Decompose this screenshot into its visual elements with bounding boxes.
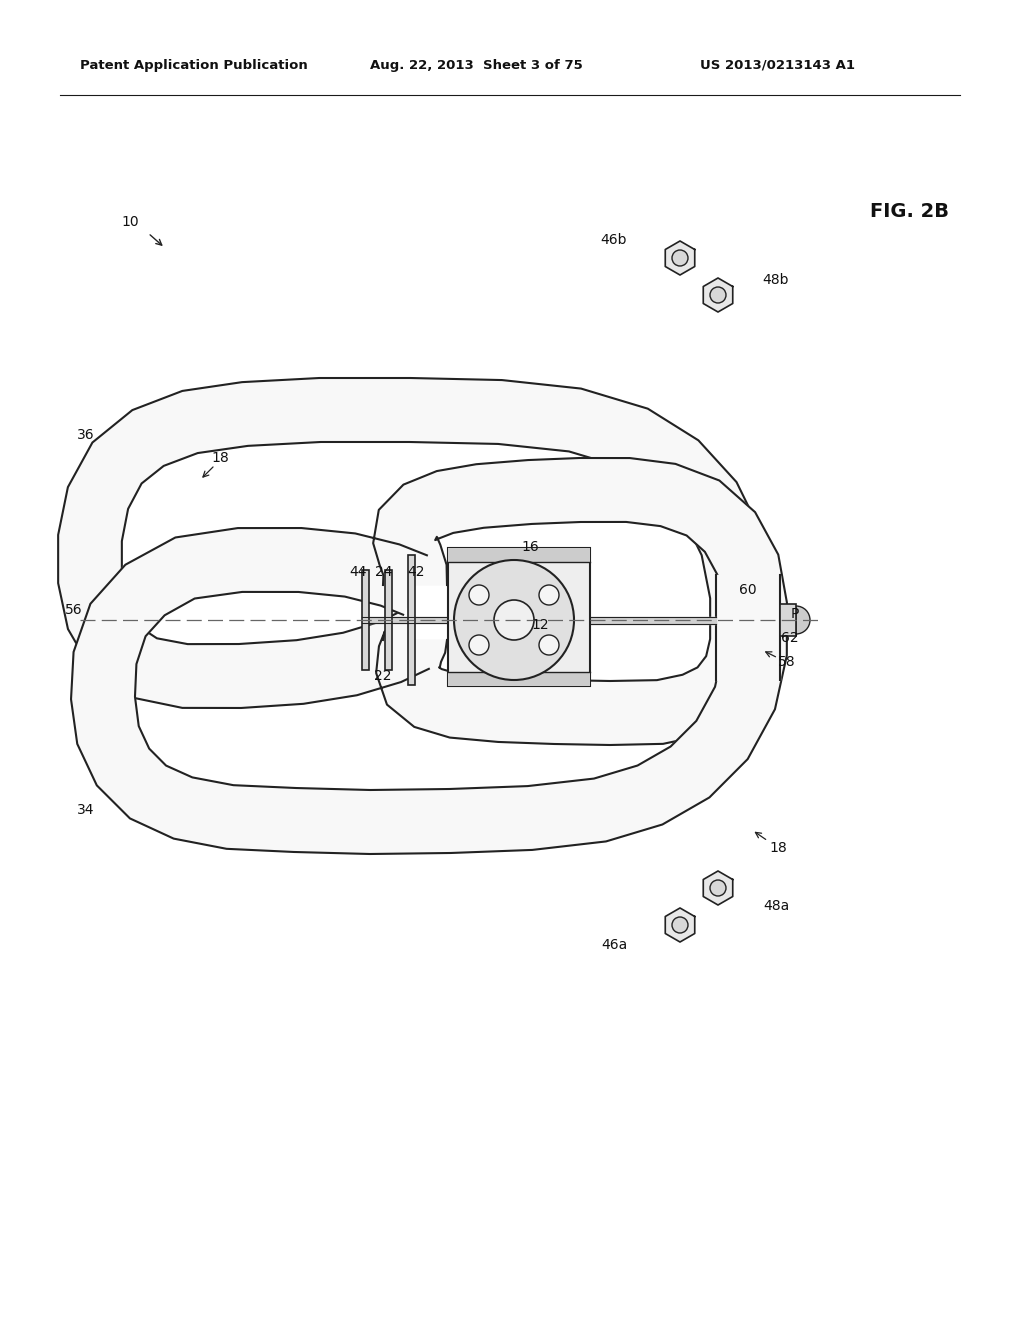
Text: 22: 22 [374, 669, 392, 682]
Circle shape [672, 249, 688, 267]
Circle shape [494, 601, 534, 640]
Circle shape [539, 585, 559, 605]
Text: 36: 36 [77, 428, 95, 442]
Bar [449, 548, 590, 686]
Bar [408, 554, 415, 685]
Text: P: P [791, 607, 799, 620]
Polygon shape [666, 242, 694, 275]
Bar [780, 605, 796, 636]
Text: 10: 10 [121, 215, 139, 228]
Polygon shape [590, 616, 716, 623]
Circle shape [539, 635, 559, 655]
Text: 46b: 46b [601, 234, 628, 247]
Bar [385, 570, 392, 671]
Text: 58: 58 [778, 655, 796, 669]
Polygon shape [666, 908, 694, 942]
Text: 18: 18 [211, 451, 229, 465]
Circle shape [454, 560, 574, 680]
Text: 12: 12 [531, 618, 549, 632]
Text: 56: 56 [66, 603, 83, 616]
Text: 18: 18 [769, 841, 786, 855]
Text: Aug. 22, 2013  Sheet 3 of 75: Aug. 22, 2013 Sheet 3 of 75 [370, 58, 583, 71]
Text: 34: 34 [77, 803, 95, 817]
Text: Patent Application Publication: Patent Application Publication [80, 58, 308, 71]
Polygon shape [71, 458, 786, 854]
Circle shape [710, 286, 726, 304]
Text: 46a: 46a [601, 939, 627, 952]
Polygon shape [362, 616, 449, 623]
Circle shape [710, 880, 726, 896]
Circle shape [469, 635, 489, 655]
Text: FIG. 2B: FIG. 2B [870, 202, 949, 220]
Circle shape [469, 585, 489, 605]
Text: 60: 60 [739, 583, 757, 597]
Text: 16: 16 [521, 540, 539, 554]
Text: 48b: 48b [763, 273, 790, 286]
Text: 48a: 48a [763, 899, 790, 913]
Text: US 2013/0213143 A1: US 2013/0213143 A1 [700, 58, 855, 71]
Polygon shape [703, 871, 733, 906]
Text: 44: 44 [349, 565, 367, 579]
Text: 42: 42 [408, 565, 425, 579]
Circle shape [672, 917, 688, 933]
Text: 62: 62 [781, 631, 799, 645]
Polygon shape [716, 576, 780, 680]
Bar [362, 570, 369, 671]
Text: 24: 24 [375, 565, 393, 579]
Bar [449, 548, 590, 562]
Wedge shape [796, 606, 810, 634]
Polygon shape [58, 378, 774, 744]
Bar [449, 672, 590, 686]
Polygon shape [703, 279, 733, 312]
